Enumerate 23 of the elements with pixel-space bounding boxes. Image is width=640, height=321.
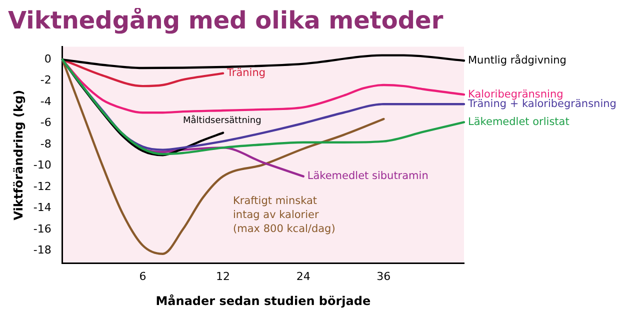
x-tick-label: 6 [139,270,146,283]
y-tick-label: -14 [33,201,52,214]
x-tick-label: 36 [376,270,391,283]
y-tick-label: -6 [40,116,52,130]
series-label: Kaloribegränsning [468,88,564,100]
y-tick-label: -16 [33,222,52,236]
y-tick-label: -18 [33,244,52,257]
series-label: Måltidsersättning [183,115,262,126]
series-label: Kraftigt minskat intag av kalorier (max 800 kcal/dag) [233,195,336,236]
y-tick-label: -8 [40,137,52,150]
y-axis-title: Viktförändring (kg) [11,90,26,220]
series-label: Muntlig rådgivning [468,53,566,66]
x-tick-label: 24 [296,270,310,283]
x-axis-title: Månader sedan studien började [156,294,371,308]
y-tick-label: -10 [33,158,52,172]
y-tick-label: 0 [44,52,52,66]
y-tick-label: -2 [40,74,52,87]
y-tick-label: -12 [33,180,52,193]
series-label: Träning [226,67,266,80]
series-label: Läkemedlet sibutramin [307,170,428,182]
x-tick-label: 12 [216,270,230,283]
y-tick-label: -4 [40,94,52,108]
series-label: Läkemedlet orlistat [468,116,570,128]
